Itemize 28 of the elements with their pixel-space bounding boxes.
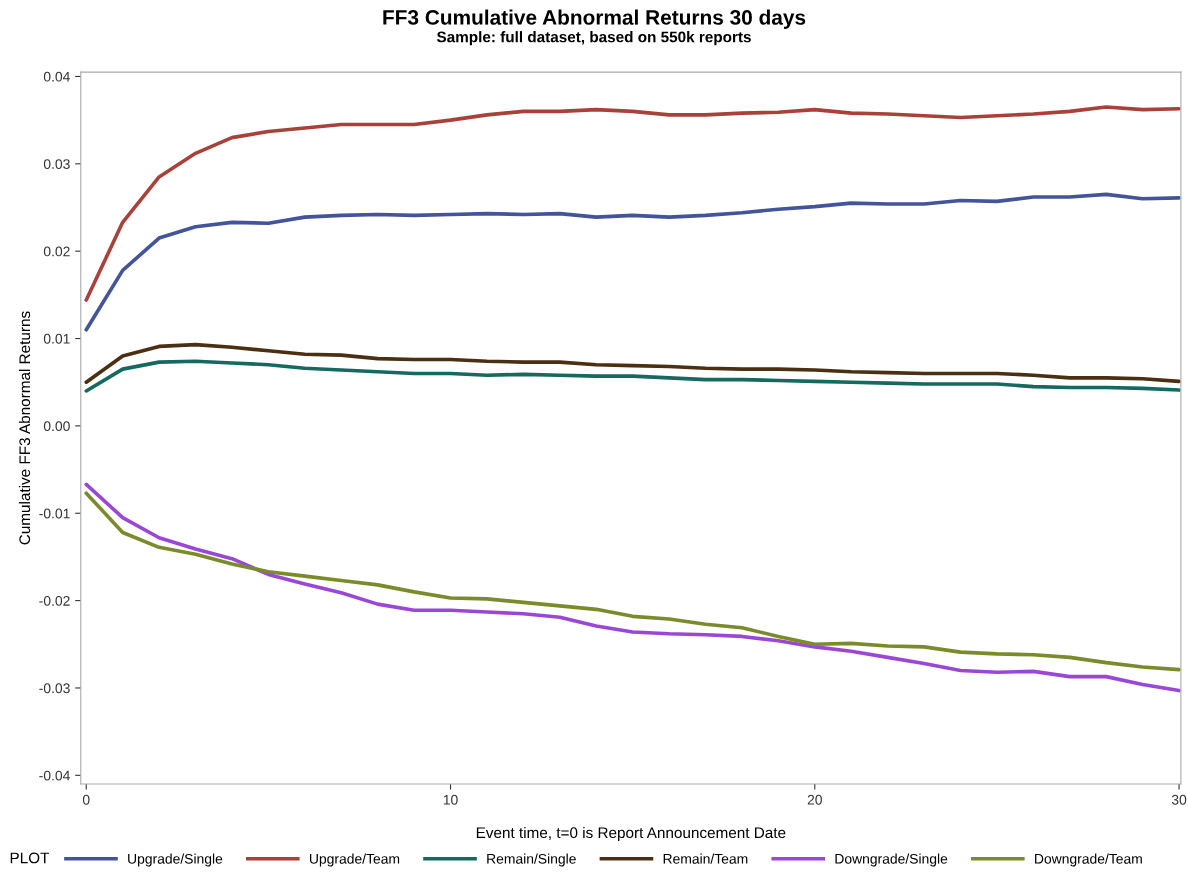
legend-label: Upgrade/Single bbox=[128, 853, 223, 867]
legend-title: PLOT bbox=[10, 852, 50, 864]
y-tick-label: 0.01 bbox=[43, 333, 70, 344]
y-tick-label: 0.00 bbox=[43, 421, 70, 432]
x-tick-label: 10 bbox=[443, 794, 458, 805]
legend-label: Remain/Single bbox=[487, 853, 576, 867]
x-tick-label: 0 bbox=[82, 794, 90, 805]
y-tick-label: -0.04 bbox=[39, 770, 70, 781]
y-tick-label: 0.04 bbox=[43, 71, 70, 82]
line-series bbox=[84, 359, 1181, 393]
x-tick-label: 20 bbox=[807, 794, 822, 805]
legend-label: Downgrade/Single bbox=[835, 853, 948, 867]
legend-label: Downgrade/Team bbox=[1035, 853, 1142, 867]
y-tick-label: -0.02 bbox=[39, 595, 70, 606]
x-axis-title: Event time, t=0 is Report Announcement Date bbox=[476, 826, 786, 842]
y-tick-label: 0.02 bbox=[43, 246, 70, 257]
legend-label: Remain/Team bbox=[663, 853, 748, 864]
line-series bbox=[84, 342, 1181, 385]
y-axis-title: Cumulative FF3 Abnormal Returns bbox=[18, 311, 31, 545]
legend-label: Upgrade/Team bbox=[309, 853, 400, 867]
y-tick-label: -0.01 bbox=[39, 508, 70, 519]
x-tick-label: 30 bbox=[1171, 794, 1187, 805]
chart-subtitle: Sample: full dataset, based on 550k reports bbox=[436, 31, 751, 46]
line-series bbox=[84, 105, 1181, 302]
line-series bbox=[84, 192, 1181, 332]
y-tick-label: 0.03 bbox=[43, 159, 70, 169]
chart-title: FF3 Cumulative Abnormal Returns 30 days bbox=[383, 9, 806, 29]
y-tick-label: -0.03 bbox=[39, 683, 70, 694]
